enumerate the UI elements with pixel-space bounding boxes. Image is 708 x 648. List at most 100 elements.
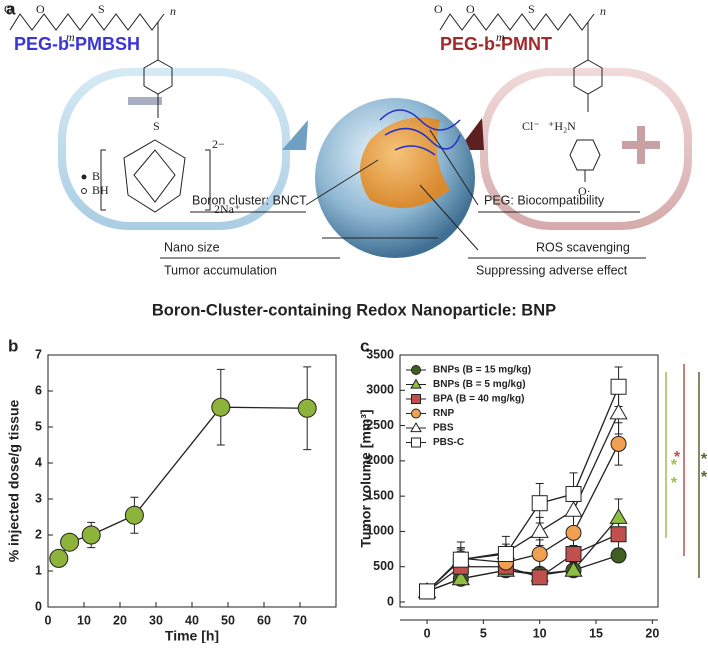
significance-star: * — [671, 475, 678, 492]
significance-star: * — [701, 451, 708, 468]
y-tick-label: 0 — [35, 599, 42, 613]
chain — [9, 13, 165, 31]
peg-shell — [379, 109, 461, 156]
marker — [531, 569, 548, 586]
x-tick-label: 15 — [589, 626, 603, 640]
y-tick-label: 500 — [373, 559, 394, 573]
marker — [411, 394, 421, 404]
marker — [530, 522, 549, 538]
charge: 2− — [212, 137, 225, 151]
ring — [569, 139, 601, 171]
atom-label: B — [92, 169, 100, 183]
atom: n — [600, 4, 606, 18]
figure-title: Boron-Cluster-containing Redox Nanoparti… — [152, 301, 556, 319]
y-tick-label: 1000 — [366, 524, 394, 538]
caption: PEG: Biocompatibility — [484, 193, 605, 207]
capsule-inner — [488, 76, 684, 222]
cluster — [123, 139, 186, 213]
marker — [297, 398, 317, 418]
atom: n — [170, 4, 176, 18]
amine: ⁺H₂N — [548, 119, 576, 133]
marker — [565, 546, 582, 563]
significance-star: * — [674, 449, 681, 466]
marker — [564, 501, 583, 517]
y-tick-label: 2 — [35, 527, 42, 541]
polymer-name: PEG-b-PMNT — [440, 34, 552, 54]
x-tick-label: 10 — [77, 613, 91, 627]
x-tick-label: 20 — [113, 613, 127, 627]
counter-ion: Cl⁻ — [522, 119, 540, 133]
marker — [411, 365, 421, 375]
marker — [410, 422, 422, 433]
marker — [452, 551, 469, 568]
leader — [419, 184, 479, 251]
marker — [124, 505, 144, 525]
arrow — [282, 120, 308, 150]
marker — [610, 435, 627, 452]
y-tick-label: 2500 — [366, 418, 394, 432]
leader — [429, 129, 479, 206]
atom: O — [466, 2, 475, 16]
marker — [419, 583, 436, 600]
y-axis-label: % injected dose/g tissue — [6, 399, 22, 562]
y-tick-label: 1500 — [366, 488, 394, 502]
capsule-inner — [66, 76, 282, 222]
marker — [411, 408, 421, 419]
atom: S — [153, 119, 160, 133]
radical: O· — [578, 184, 591, 198]
marker — [610, 526, 627, 543]
marker — [531, 546, 548, 563]
atom: O — [4, 2, 13, 16]
atom-label: BH — [92, 183, 109, 197]
x-tick-label: 0 — [424, 626, 431, 640]
marker — [531, 495, 548, 512]
legend-label: RNP — [433, 408, 454, 419]
x-tick-label: 0 — [45, 613, 52, 627]
leader — [305, 159, 379, 206]
significance-star: * — [701, 469, 708, 486]
legend-dot — [81, 174, 87, 180]
caption: ROS scavenging — [536, 240, 630, 254]
marker — [609, 403, 628, 420]
x-tick-label: 5 — [480, 626, 487, 640]
marker — [60, 532, 80, 552]
x-tick-label: 40 — [185, 613, 199, 627]
y-tick-label: 2000 — [366, 453, 394, 467]
x-tick-label: 60 — [257, 613, 271, 627]
panel-label: b — [8, 336, 18, 355]
marker — [49, 548, 69, 568]
atom: O — [36, 2, 45, 16]
x-tick-label: 30 — [149, 613, 163, 627]
minus-sign — [128, 97, 162, 105]
marker — [565, 486, 582, 503]
caption: Tumor accumulation — [164, 263, 277, 277]
atom: S — [98, 2, 105, 16]
marker — [81, 525, 101, 545]
panel-label: a — [6, 0, 16, 18]
y-axis-label: Tumor volume [mm³] — [358, 409, 374, 547]
plus-sign — [637, 126, 645, 164]
marker — [565, 524, 582, 541]
x-tick-label: 70 — [293, 613, 307, 627]
legend-label: PBS-C — [433, 437, 464, 448]
y-tick-label: 3 — [35, 491, 42, 505]
x-tick-label: 20 — [645, 626, 659, 640]
atom: S — [528, 2, 535, 16]
caption: Boron cluster: BNCT — [192, 193, 307, 207]
core — [360, 117, 450, 208]
chain — [439, 13, 595, 31]
legend-dot — [81, 188, 87, 194]
atom: m — [496, 30, 505, 44]
plot-frame — [399, 354, 659, 608]
marker — [610, 547, 627, 564]
marker — [564, 560, 583, 577]
marker — [411, 437, 421, 448]
legend-label: BNPs (B = 15 mg/kg) — [433, 365, 531, 376]
marker — [610, 378, 627, 395]
marker — [211, 397, 231, 417]
y-tick-label: 4 — [35, 455, 42, 469]
x-tick-label: 10 — [533, 626, 547, 640]
y-tick-label: 1 — [35, 563, 42, 577]
polymer-name: PEG-b-PMBSH — [14, 34, 140, 54]
